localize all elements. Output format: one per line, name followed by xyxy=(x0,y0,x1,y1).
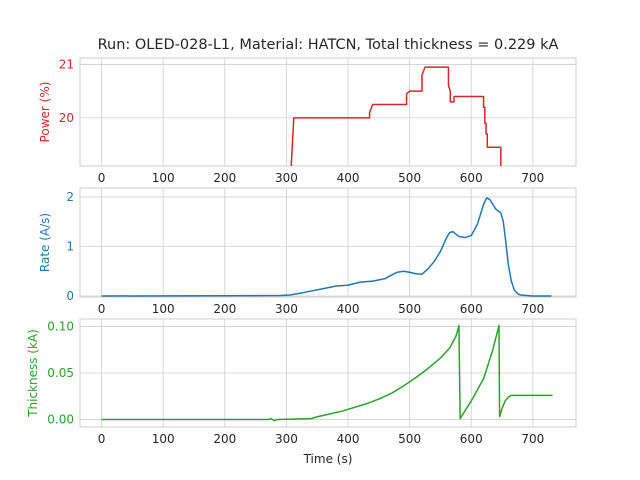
thickness-x-tick-label: 200 xyxy=(213,432,236,446)
rate-x-tick-label: 400 xyxy=(337,302,360,316)
thickness-x-tick-label: 100 xyxy=(152,432,175,446)
x-axis-label: Time (s) xyxy=(303,452,353,466)
rate-x-tick-label: 300 xyxy=(275,302,298,316)
rate-y-axis-label: Rate (A/s) xyxy=(38,213,52,272)
rate-y-tick-label: 2 xyxy=(66,190,74,204)
power-x-tick-label: 700 xyxy=(521,171,544,185)
thickness-x-tick-label: 0 xyxy=(98,432,106,446)
thickness-x-tick-label: 400 xyxy=(337,432,360,446)
rate-axes-frame xyxy=(79,187,577,298)
power-y-tick-label: 20 xyxy=(59,111,74,125)
thickness-x-tick-label: 300 xyxy=(275,432,298,446)
rate-series-line xyxy=(101,197,552,297)
power-x-tick-label: 0 xyxy=(98,171,106,185)
thickness-series-line xyxy=(101,324,553,422)
power-series-line xyxy=(290,66,502,166)
rate-x-tick-label: 200 xyxy=(213,302,236,316)
power-x-tick-label: 300 xyxy=(275,171,298,185)
chart-title: Run: OLED-028-L1, Material: HATCN, Total… xyxy=(98,37,559,53)
panel-power: 0 100 200 300 400 500 600 700 20 21 Power (%) xyxy=(38,57,577,185)
panel-rate: 0 100 200 300 400 500 600 700 0 1 2 Rate (A/s) xyxy=(38,187,577,316)
rate-x-tick-label: 600 xyxy=(460,302,483,316)
thickness-x-tick-label: 600 xyxy=(460,432,483,446)
rate-y-tick-label: 0 xyxy=(66,289,74,303)
thickness-y-axis-label: Thickness (kA) xyxy=(26,329,40,418)
power-x-tick-label: 100 xyxy=(152,171,175,185)
power-x-tick-label: 600 xyxy=(460,171,483,185)
panel-thickness: 0 100 200 300 400 500 600 700 0.00 0.05 0.10 Thickn… xyxy=(26,318,577,446)
thickness-y-tick-label: 0.00 xyxy=(47,413,74,427)
power-x-tick-label: 500 xyxy=(398,171,421,185)
thickness-axes-frame xyxy=(79,318,577,428)
thickness-y-tick-label: 0.05 xyxy=(47,366,74,380)
rate-x-tick-label: 500 xyxy=(398,302,421,316)
thickness-x-tick-label: 700 xyxy=(521,432,544,446)
rate-x-tick-label: 0 xyxy=(98,302,106,316)
rate-x-tick-label: 700 xyxy=(521,302,544,316)
thickness-y-tick-label: 0.10 xyxy=(47,319,74,333)
rate-y-tick-label: 1 xyxy=(66,239,74,253)
power-y-tick-label: 21 xyxy=(59,57,74,71)
rate-x-tick-label: 100 xyxy=(152,302,175,316)
thickness-x-tick-label: 500 xyxy=(398,432,421,446)
power-x-tick-label: 200 xyxy=(213,171,236,185)
power-axes-frame xyxy=(79,57,577,167)
power-y-axis-label: Power (%) xyxy=(38,82,52,143)
power-x-tick-label: 400 xyxy=(337,171,360,185)
